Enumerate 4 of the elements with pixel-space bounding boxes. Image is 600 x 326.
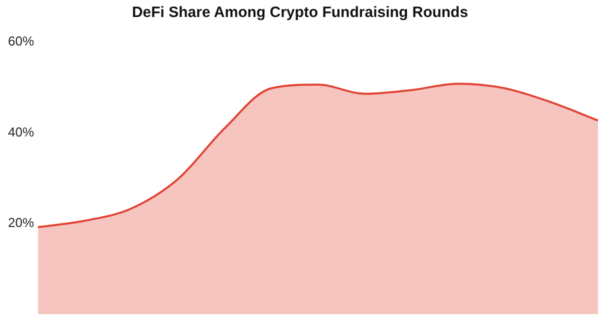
y-tick-label: 20% <box>8 215 34 230</box>
y-tick-label: 60% <box>8 34 34 49</box>
chart-title: DeFi Share Among Crypto Fundraising Rounds <box>130 4 470 21</box>
y-tick-label: 40% <box>8 124 34 140</box>
